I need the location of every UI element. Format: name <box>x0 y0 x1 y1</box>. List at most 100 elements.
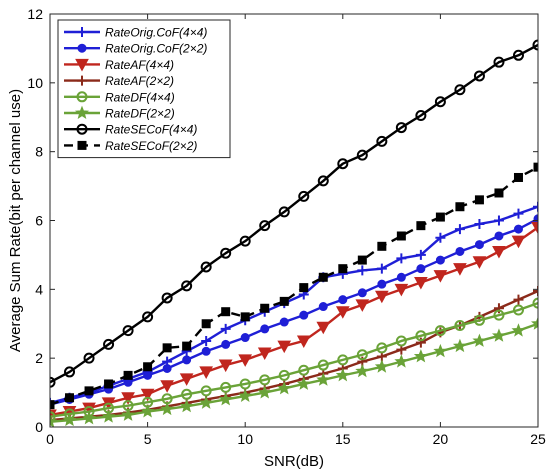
data-point <box>374 359 389 373</box>
data-point <box>513 208 524 219</box>
data-point <box>374 290 389 304</box>
series-line <box>50 301 538 418</box>
data-point <box>377 241 387 251</box>
data-point <box>296 376 311 390</box>
data-point <box>532 297 538 309</box>
data-point <box>257 385 272 399</box>
data-point <box>220 247 232 259</box>
legend-swatch-marker <box>74 105 90 119</box>
data-point <box>199 395 214 409</box>
data-point <box>220 323 231 334</box>
legend-entry: RateSECoF(4×4) <box>64 123 197 137</box>
data-point <box>50 414 58 427</box>
data-point <box>317 359 329 371</box>
data-point <box>316 321 331 335</box>
data-point <box>200 261 212 273</box>
y-tick-label: 6 <box>35 213 43 229</box>
data-point <box>355 363 370 378</box>
data-point <box>298 364 310 376</box>
data-point <box>240 312 250 322</box>
data-point <box>511 235 526 249</box>
legend-box <box>57 19 231 159</box>
data-point <box>511 323 526 337</box>
legend-label: RateSECoF(2×2) <box>105 139 197 153</box>
data-point <box>453 263 467 276</box>
data-point <box>513 294 524 305</box>
y-tick-label: 2 <box>35 350 43 366</box>
y-tick-label: 10 <box>27 75 43 91</box>
data-point <box>473 314 485 326</box>
data-point <box>416 221 426 231</box>
data-point <box>181 388 193 400</box>
data-point <box>357 265 368 276</box>
data-point <box>179 398 194 413</box>
data-point <box>454 84 466 96</box>
legend-label: RateOrig.CoF(4×4) <box>105 26 207 40</box>
legend-entry: RateSECoF(2×2) <box>64 139 197 153</box>
data-point <box>493 309 505 321</box>
x-tick-label: 20 <box>433 431 449 447</box>
legend-entry: RateAF(2×2) <box>64 74 174 88</box>
legend-swatch-marker <box>77 27 87 37</box>
x-tick-label: 0 <box>46 431 54 447</box>
data-point <box>199 366 214 379</box>
data-point <box>65 393 75 403</box>
data-point <box>357 288 367 298</box>
data-point <box>279 296 289 306</box>
data-point <box>435 212 445 222</box>
data-point <box>434 96 446 108</box>
data-point <box>318 272 328 282</box>
data-point <box>532 39 538 51</box>
data-point <box>298 190 310 202</box>
data-point <box>512 49 524 61</box>
x-tick-label: 10 <box>237 431 253 447</box>
data-point <box>377 279 387 289</box>
data-point <box>531 221 538 235</box>
data-point <box>182 355 192 365</box>
data-point <box>162 363 172 373</box>
data-point <box>415 249 426 260</box>
data-point <box>277 340 292 354</box>
data-point <box>238 354 253 367</box>
data-point <box>492 245 506 259</box>
data-point <box>218 359 233 373</box>
data-point <box>62 406 77 419</box>
data-point <box>396 272 406 282</box>
legend-swatch-marker <box>77 140 87 150</box>
data-point <box>533 286 538 297</box>
data-point <box>335 368 350 382</box>
data-point <box>472 333 487 347</box>
x-tick-label: 25 <box>530 431 546 447</box>
data-point <box>316 372 331 386</box>
data-point <box>140 404 155 418</box>
data-point <box>434 325 446 337</box>
series-5 <box>50 297 538 423</box>
data-point <box>82 411 97 425</box>
data-point <box>530 316 538 330</box>
data-point <box>473 70 485 82</box>
data-point <box>357 255 367 265</box>
data-point <box>259 220 271 232</box>
data-point <box>493 56 505 68</box>
data-point <box>395 335 407 347</box>
series-6 <box>50 316 538 427</box>
legend-swatch-marker <box>75 58 89 72</box>
legend-entry: RateOrig.CoF(2×2) <box>64 42 207 56</box>
x-tick-label: 15 <box>335 431 351 447</box>
legend-swatch-marker <box>76 123 88 135</box>
legend-label: RateAF(2×2) <box>105 74 174 88</box>
data-point <box>415 110 427 122</box>
data-point <box>83 352 95 364</box>
data-point <box>140 388 155 402</box>
data-point <box>103 338 115 350</box>
data-point <box>101 409 116 423</box>
series-7 <box>50 39 538 388</box>
data-point <box>259 374 271 386</box>
data-point <box>491 328 506 342</box>
data-point <box>494 188 504 198</box>
data-point <box>201 346 211 356</box>
data-point <box>104 379 114 389</box>
legend-entry: RateDF(4×4) <box>64 90 175 104</box>
data-point <box>260 324 270 334</box>
